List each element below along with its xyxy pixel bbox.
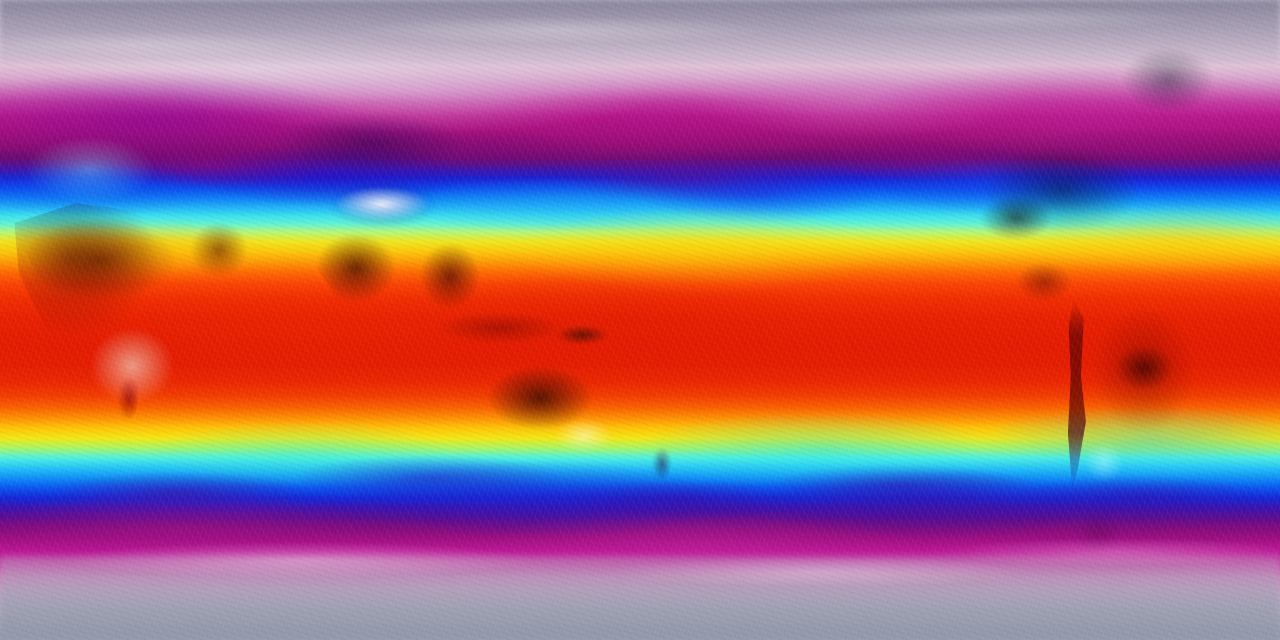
patagonia-region bbox=[1072, 430, 1142, 496]
arctic-ice-cap bbox=[0, 0, 1280, 64]
siberia-region bbox=[240, 96, 520, 186]
europe-mediterranean-region bbox=[0, 110, 190, 220]
southeast-australia-region bbox=[540, 408, 630, 464]
madagascar-island bbox=[116, 366, 140, 432]
antarctica-ice-cap bbox=[0, 556, 1280, 640]
andes-cordillera bbox=[1067, 300, 1086, 490]
